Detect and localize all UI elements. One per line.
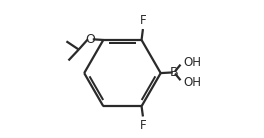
Text: F: F [140, 119, 146, 132]
Text: F: F [140, 14, 146, 27]
Text: B: B [170, 66, 179, 79]
Text: OH: OH [183, 76, 201, 89]
Text: OH: OH [183, 56, 201, 69]
Text: O: O [85, 33, 95, 46]
